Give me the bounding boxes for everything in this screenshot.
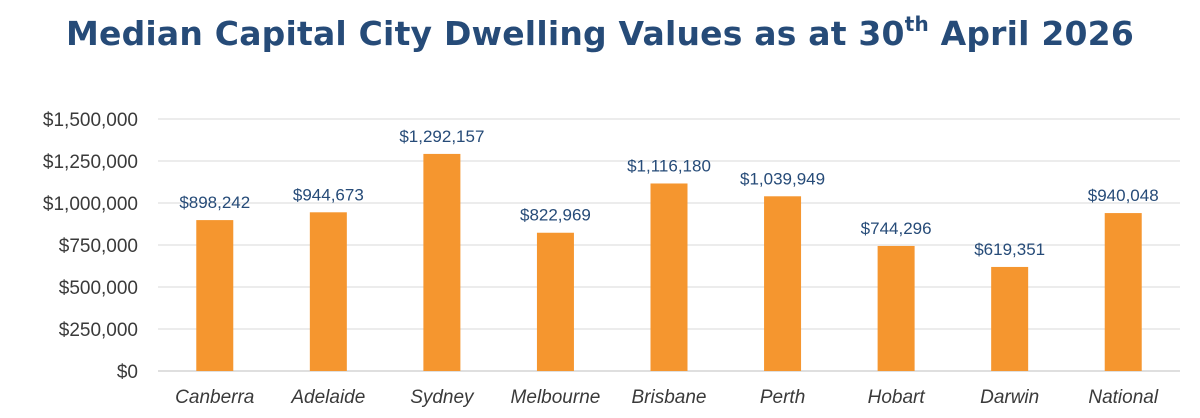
data-labels: $898,242 $944,673 $1,292,157 $822,969 $1,116… [179,127,1158,259]
data-label-hobart: $744,296 [861,219,932,238]
chart-title: Median Capital City Dwelling Values as a… [0,12,1200,53]
chart-title-superscript: th [904,12,929,36]
bar-brisbane [650,183,688,371]
bar-adelaide [309,212,347,371]
y-tick-label: $250,000 [59,320,138,341]
x-axis-categories: Canberra Adelaide Sydney Melbourne Brisbane P… [175,387,1159,408]
data-label-melbourne: $822,969 [520,206,591,225]
category-label-canberra: Canberra [175,387,254,408]
bar-melbourne [536,232,574,371]
chart-title-end: April 2026 [928,14,1135,53]
data-label-darwin: $619,351 [974,240,1045,259]
category-label-perth: Perth [760,387,805,408]
category-label-sydney: Sydney [410,387,475,408]
category-label-hobart: Hobart [868,387,926,408]
y-tick-label: $1,000,000 [43,194,138,215]
category-label-darwin: Darwin [980,387,1039,408]
bars [196,153,1142,371]
y-axis-ticks: $0 $250,000 $500,000 $750,000 $1,000,000 $1,2… [43,110,138,383]
data-label-sydney: $1,292,157 [399,127,484,146]
bar-canberra [196,220,234,371]
category-label-national: National [1088,387,1158,408]
y-tick-label: $500,000 [59,278,138,299]
category-label-adelaide: Adelaide [290,387,365,408]
bar-perth [764,196,802,371]
y-tick-label: $0 [117,362,138,383]
data-label-canberra: $898,242 [179,193,250,212]
category-label-brisbane: Brisbane [632,387,707,408]
bar-hobart [877,245,915,371]
bar-darwin [991,266,1029,371]
y-tick-label: $1,250,000 [43,152,138,173]
bar-national [1104,213,1142,371]
data-label-adelaide: $944,673 [293,185,364,204]
chart-title-main: Median Capital City Dwelling Values as a… [65,14,905,53]
category-label-melbourne: Melbourne [511,387,601,408]
data-label-perth: $1,039,949 [740,169,825,188]
y-tick-label: $750,000 [59,236,138,257]
data-label-national: $940,048 [1088,186,1159,205]
data-label-brisbane: $1,116,180 [627,156,711,175]
bar-sydney [423,153,461,371]
y-tick-label: $1,500,000 [43,110,138,131]
